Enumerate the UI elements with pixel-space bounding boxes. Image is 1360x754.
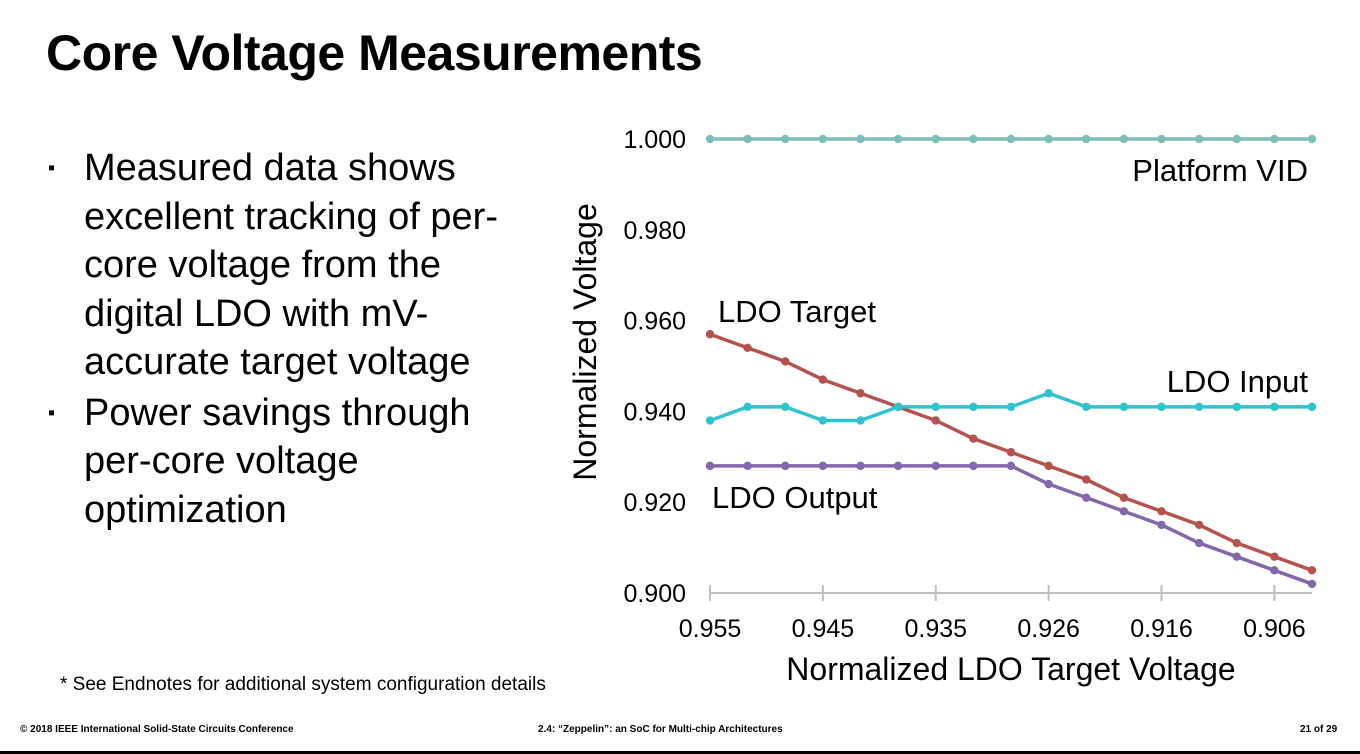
data-point <box>856 416 865 425</box>
data-point <box>1232 552 1241 561</box>
endnote: * See Endnotes for additional system con… <box>60 674 546 695</box>
series-label: LDO Input <box>1167 364 1309 399</box>
data-point <box>818 375 828 384</box>
y-tick-label: 0.960 <box>623 308 686 336</box>
data-point <box>1119 507 1129 516</box>
data-point <box>818 416 828 425</box>
data-point <box>1044 389 1053 398</box>
data-point <box>893 461 903 471</box>
footer-copyright: © 2018 IEEE International Solid-State Ci… <box>20 724 294 735</box>
bullet-item: ▪ Measured data shows excellent tracking… <box>46 144 546 387</box>
y-tick-label: 0.920 <box>623 489 686 517</box>
bullet-marker-icon: ▪ <box>48 401 56 424</box>
data-point <box>1157 402 1166 412</box>
slide-title: Core Voltage Measurements <box>46 25 703 81</box>
data-point <box>893 134 903 144</box>
x-axis-title: Normalized LDO Target Voltage <box>786 651 1235 687</box>
data-point <box>1270 552 1279 561</box>
data-point <box>705 330 715 339</box>
bullet-list: ▪ Measured data shows excellent tracking… <box>46 144 546 536</box>
data-point <box>1157 507 1166 516</box>
data-point <box>1270 134 1279 144</box>
data-point <box>1270 402 1279 412</box>
data-point <box>1082 493 1091 502</box>
data-point <box>743 343 752 353</box>
bullet-text: Power savings through per-core voltage o… <box>84 391 471 531</box>
series-label: Platform VID <box>1132 153 1308 188</box>
data-point <box>1307 566 1317 575</box>
data-point <box>1307 134 1317 144</box>
y-tick-label: 0.980 <box>623 217 686 245</box>
data-point <box>1119 402 1129 412</box>
series-label: LDO Output <box>712 480 878 515</box>
data-point <box>931 402 940 412</box>
y-tick-label: 0.900 <box>623 580 686 608</box>
y-tick-label: 0.940 <box>623 398 686 426</box>
data-point <box>1044 134 1053 144</box>
data-point <box>781 357 790 366</box>
bullet-marker-icon: ▪ <box>48 157 56 179</box>
data-point <box>781 402 790 412</box>
x-tick-label: 0.906 <box>1243 615 1306 643</box>
data-point <box>1044 461 1053 471</box>
data-point <box>1006 448 1016 457</box>
data-point <box>1082 134 1091 144</box>
data-point <box>856 389 865 398</box>
data-point <box>818 134 828 144</box>
data-point <box>1044 479 1053 489</box>
data-point <box>931 416 940 425</box>
data-point <box>705 416 715 425</box>
data-point <box>705 461 715 471</box>
data-point <box>705 134 715 144</box>
data-point <box>1006 461 1016 471</box>
footer-session-title: 2.4: “Zeppelin”: an SoC for Multi-chip A… <box>538 724 783 735</box>
data-point <box>856 461 865 471</box>
data-point <box>743 402 752 412</box>
data-point <box>743 461 752 471</box>
data-point <box>1082 475 1091 484</box>
data-point <box>818 461 828 471</box>
series-label: LDO Target <box>718 294 876 329</box>
data-point <box>1232 538 1241 548</box>
data-point <box>969 402 978 412</box>
bullet-text: Measured data shows excellent tracking o… <box>84 147 498 383</box>
data-point <box>856 134 865 144</box>
y-axis-title: Normalized Voltage <box>567 203 603 480</box>
data-point <box>1082 402 1091 412</box>
data-point <box>969 461 978 471</box>
y-tick-label: 1.000 <box>623 126 686 154</box>
x-tick-label: 0.955 <box>679 615 742 643</box>
data-point <box>1194 134 1204 144</box>
data-point <box>1157 134 1166 144</box>
footer-rule <box>0 751 1360 754</box>
data-point <box>1194 520 1204 530</box>
data-point <box>1232 402 1241 412</box>
data-point <box>1194 538 1204 548</box>
data-point <box>781 134 790 144</box>
data-point <box>1119 134 1129 144</box>
data-point <box>1119 493 1129 502</box>
data-point <box>1194 402 1204 412</box>
data-point <box>1006 402 1016 412</box>
data-point <box>1232 134 1241 144</box>
data-point <box>931 461 940 471</box>
bullet-item: ▪ Power savings through per-core voltage… <box>46 389 546 535</box>
footer-page-number: 21 of 29 <box>1300 724 1338 735</box>
x-tick-label: 0.935 <box>904 615 967 643</box>
data-point <box>743 134 752 144</box>
data-point <box>1270 566 1279 575</box>
data-point <box>893 402 903 412</box>
data-point <box>1006 134 1016 144</box>
x-tick-label: 0.916 <box>1130 615 1193 643</box>
data-point <box>1307 402 1317 412</box>
data-point <box>969 134 978 144</box>
x-tick-label: 0.945 <box>792 615 855 643</box>
data-point <box>969 434 978 443</box>
data-point <box>931 134 940 144</box>
data-point <box>1307 579 1317 589</box>
voltage-line-chart: 0.955 0.945 0.935 0.926 0.916 0.906 1.000 0.980… <box>567 126 1317 687</box>
x-tick-label: 0.926 <box>1017 615 1080 643</box>
data-point <box>781 461 790 471</box>
data-point <box>1157 520 1166 530</box>
